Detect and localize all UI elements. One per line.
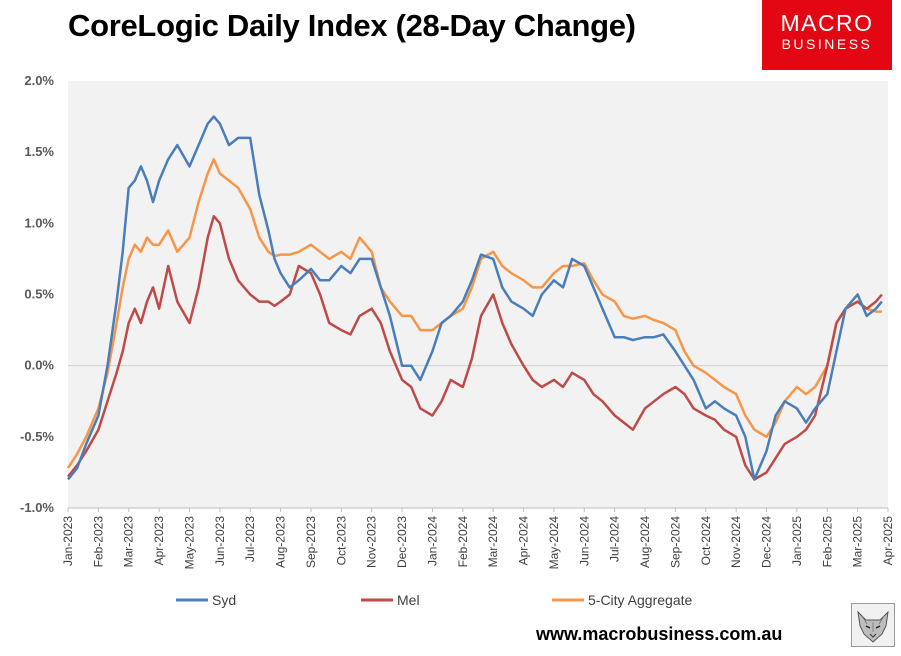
legend-label: Syd [212,592,236,608]
x-tick-label: Feb-2024 [456,516,470,568]
y-tick-label: 1.5% [24,144,54,159]
series-line-mel [67,214,883,481]
page-title: CoreLogic Daily Index (28-Day Change) [68,8,636,43]
y-tick-label: -0.5% [20,429,54,444]
logo-line-2: BUSINESS [781,36,873,52]
x-tick-label: Aug-2023 [274,516,288,568]
macro-business-logo: MACRO BUSINESS [762,0,892,70]
x-tick-label: Apr-2025 [881,516,895,566]
x-tick-label: Feb-2023 [91,516,105,568]
legend-label: 5-City Aggregate [588,592,692,608]
legend-item-syd: Syd [176,592,236,608]
x-tick-label: Jul-2024 [608,516,622,562]
x-tick-label: Feb-2025 [820,516,834,568]
y-tick-label: 2.0% [24,73,54,88]
x-tick-label: Sep-2023 [304,516,318,568]
plot-area [68,81,888,508]
x-tick-label: Oct-2024 [699,516,713,566]
logo-line-1: MACRO [780,10,874,36]
x-tick-label: May-2024 [547,516,561,570]
x-tick-label: Apr-2024 [517,516,531,566]
legend: Syd Mel 5-City Aggregate [176,592,692,608]
x-tick-label: Jul-2023 [243,516,257,562]
series-lines [66,115,883,481]
x-axis: Jan-2023 Feb-2023 Mar-2023 Apr-2023 May-2023… [61,507,895,570]
footer-url: www.macrobusiness.com.au [536,624,783,644]
x-tick-label: Nov-2024 [729,516,743,568]
x-tick-label: Apr-2023 [152,516,166,566]
wolf-logo-icon [851,603,895,647]
x-tick-label: Jan-2025 [790,516,804,566]
x-tick-label: Dec-2024 [760,516,774,568]
legend-label: Mel [397,592,420,608]
x-tick-label: Jan-2023 [61,516,75,566]
x-tick-label: Mar-2023 [122,516,136,568]
legend-item-mel: Mel [361,592,420,608]
series-line-syd [67,115,883,481]
y-tick-label: 0.0% [24,358,54,373]
y-tick-label: 0.5% [24,287,54,302]
x-tick-label: Jun-2024 [577,516,591,566]
y-axis: -1.0% -0.5% 0.0% 0.5% 1.0% 1.5% 2.0% [20,73,54,515]
x-tick-label: Nov-2023 [365,516,379,568]
x-tick-label: Jan-2024 [425,516,439,566]
y-tick-label: 1.0% [24,215,54,230]
x-tick-label: Dec-2023 [395,516,409,568]
legend-item-aggregate: 5-City Aggregate [552,592,692,608]
x-tick-label: Sep-2024 [668,516,682,568]
x-tick-label: May-2023 [182,516,196,570]
x-tick-label: Aug-2024 [638,516,652,568]
x-tick-label: Mar-2025 [851,516,865,568]
x-tick-label: Oct-2023 [334,516,348,566]
y-tick-label: -1.0% [20,500,54,515]
x-tick-label: Jun-2023 [213,516,227,566]
x-tick-label: Mar-2024 [486,516,500,568]
